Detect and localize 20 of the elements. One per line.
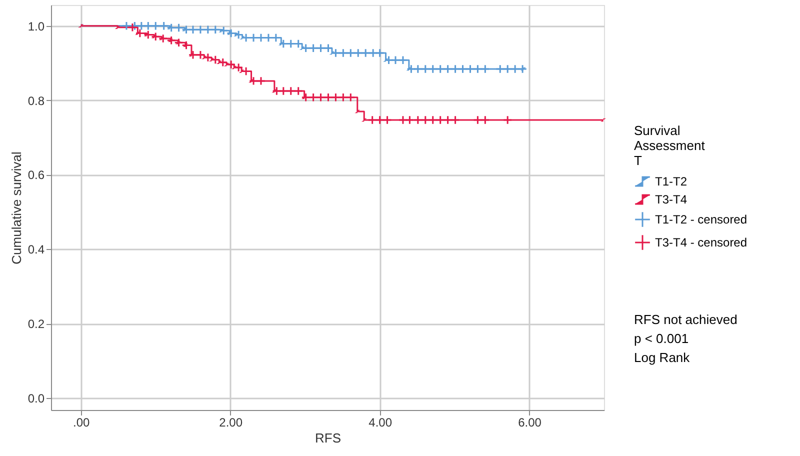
- y-tick-label: 0.0: [28, 392, 45, 406]
- y-tick-label: 1.0: [28, 19, 45, 34]
- legend-label: T1-T2: [655, 174, 688, 188]
- legend-label: T1-T2 - censored: [655, 212, 748, 226]
- y-tick-label: 0.2: [28, 317, 45, 332]
- legend-label: T3-T4 - censored: [655, 236, 748, 250]
- x-tick-label: 6.00: [518, 416, 542, 430]
- y-tick-label: 0.8: [28, 94, 45, 108]
- y-tick-label: 0.6: [28, 168, 45, 182]
- legend-label: T3-T4: [655, 192, 688, 206]
- y-axis-title: Cumulative survival: [8, 152, 24, 264]
- text: p < 0.001: [634, 331, 689, 346]
- y-tick-label: 0.4: [28, 242, 45, 257]
- x-axis-title: RFS: [315, 430, 342, 446]
- text: RFS not achieved: [634, 312, 738, 327]
- x-tick-label: 4.00: [368, 416, 392, 430]
- legend-title: Survival Assessment T: [634, 123, 706, 168]
- x-tick-label: 2.00: [219, 416, 243, 430]
- x-tick-label: .00: [73, 416, 90, 430]
- text: Log Rank: [634, 350, 690, 365]
